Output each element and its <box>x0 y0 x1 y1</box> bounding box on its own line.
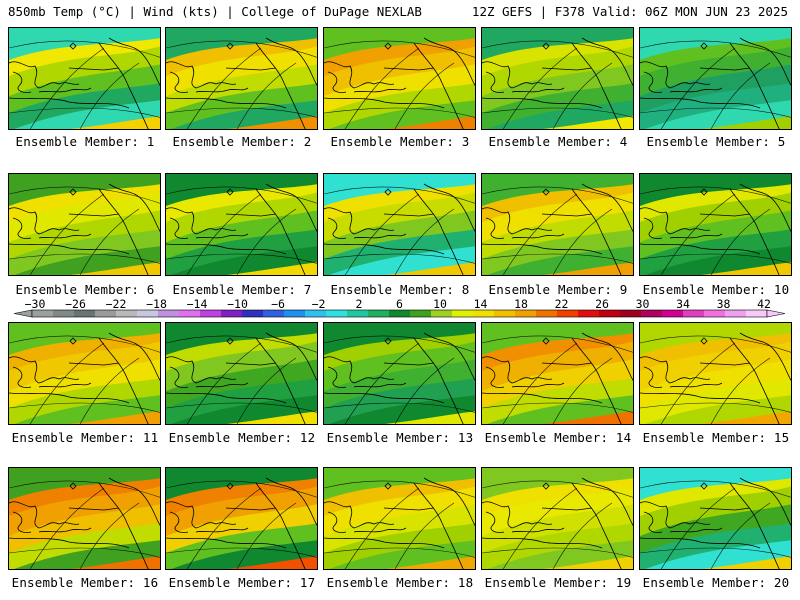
colorbar-swatch <box>389 310 411 317</box>
colorbar-high-arrow <box>766 309 786 318</box>
colorbar-tick-label: 22 <box>554 297 569 311</box>
ensemble-member-label: Ensemble Member: 14 <box>484 430 632 445</box>
colorbar-swatch <box>326 310 348 317</box>
ensemble-member-label: Ensemble Member: 9 <box>488 282 628 297</box>
ensemble-member-map <box>481 173 634 276</box>
colorbar-swatch <box>641 310 663 317</box>
colorbar-swatch <box>494 310 516 317</box>
ensemble-member-label: Ensemble Member: 5 <box>646 134 786 149</box>
ensemble-member-map <box>323 322 476 425</box>
ensemble-member-map <box>481 467 634 570</box>
colorbar-swatch <box>515 310 537 317</box>
ensemble-member-label: Ensemble Member: 7 <box>172 282 312 297</box>
colorbar-swatch <box>704 310 726 317</box>
colorbar-swatch <box>95 310 117 317</box>
colorbar-swatch <box>74 310 96 317</box>
ensemble-member-label: Ensemble Member: 12 <box>168 430 316 445</box>
ensemble-member-label: Ensemble Member: 19 <box>484 575 632 590</box>
ensemble-member-map <box>639 467 792 570</box>
ensemble-member-map <box>323 173 476 276</box>
colorbar-swatch <box>263 310 285 317</box>
ensemble-member-map <box>639 322 792 425</box>
colorbar-tick-label: 10 <box>433 297 447 311</box>
colorbar-tick-label: −22 <box>105 297 127 311</box>
colorbar-tick-label: −26 <box>65 297 86 311</box>
colorbar-swatch <box>179 310 201 317</box>
colorbar-swatch <box>746 310 768 317</box>
ensemble-member-label: Ensemble Member: 15 <box>642 430 790 445</box>
ensemble-member-map <box>165 173 318 276</box>
colorbar-swatch <box>599 310 621 317</box>
ensemble-member-label: Ensemble Member: 11 <box>11 430 159 445</box>
colorbar-tick-label: −2 <box>311 297 326 311</box>
colorbar-tick-label: −18 <box>146 297 167 311</box>
ensemble-member-label: Ensemble Member: 4 <box>488 134 628 149</box>
colorbar-swatch <box>347 310 369 317</box>
colorbar-swatch <box>620 310 642 317</box>
colorbar-swatch <box>683 310 705 317</box>
ensemble-member-map <box>639 27 792 130</box>
colorbar-swatch <box>137 310 159 317</box>
colorbar-tick-label: 30 <box>635 297 650 311</box>
temperature-colorbar <box>13 309 786 318</box>
ensemble-member-map <box>481 27 634 130</box>
ensemble-member-label: Ensemble Member: 13 <box>326 430 474 445</box>
ensemble-member-map <box>165 467 318 570</box>
ensemble-member-label: Ensemble Member: 3 <box>330 134 470 149</box>
ensemble-member-label: Ensemble Member: 16 <box>11 575 159 590</box>
colorbar-tick-label: 38 <box>716 297 731 311</box>
colorbar-tick-label: −30 <box>24 297 46 311</box>
colorbar-swatch <box>305 310 327 317</box>
ensemble-member-label: Ensemble Member: 20 <box>642 575 790 590</box>
colorbar-tick-label: 6 <box>396 297 403 311</box>
colorbar-swatch <box>578 310 600 317</box>
ensemble-member-label: Ensemble Member: 17 <box>168 575 316 590</box>
colorbar-tick-label: 18 <box>514 297 528 311</box>
colorbar-swatch <box>221 310 243 317</box>
colorbar-low-arrow <box>13 309 33 318</box>
colorbar-swatch <box>368 310 390 317</box>
colorbar-swatch <box>557 310 579 317</box>
ensemble-member-label: Ensemble Member: 10 <box>642 282 790 297</box>
colorbar-tick-label: 26 <box>595 297 609 311</box>
colorbar-swatch <box>53 310 75 317</box>
ensemble-member-map <box>165 322 318 425</box>
ensemble-member-map <box>8 467 161 570</box>
colorbar-tick-label: 42 <box>757 297 771 311</box>
ensemble-member-label: Ensemble Member: 1 <box>15 134 155 149</box>
colorbar-swatch <box>116 310 138 317</box>
ensemble-member-map <box>323 27 476 130</box>
colorbar-swatch <box>410 310 432 317</box>
colorbar-tick-label: −10 <box>227 297 248 311</box>
colorbar-tick-label: 2 <box>355 297 363 311</box>
colorbar-swatch <box>662 310 684 317</box>
ensemble-member-label: Ensemble Member: 2 <box>172 134 312 149</box>
colorbar-swatch <box>284 310 306 317</box>
ensemble-member-label: Ensemble Member: 18 <box>326 575 474 590</box>
colorbar-swatch <box>725 310 747 317</box>
colorbar-tick-label: −14 <box>186 297 208 311</box>
chart-title: 850mb Temp (°C) | Wind (kts) | College o… <box>8 4 422 19</box>
colorbar-swatch <box>32 310 54 317</box>
ensemble-member-map <box>639 173 792 276</box>
ensemble-member-label: Ensemble Member: 6 <box>15 282 155 297</box>
colorbar-swatch <box>200 310 222 317</box>
valid-time-label: 12Z GEFS | F378 Valid: 06Z MON JUN 23 20… <box>471 4 788 19</box>
colorbar-tick-label: 34 <box>676 297 690 311</box>
ensemble-member-map <box>8 173 161 276</box>
colorbar-tick-label: 14 <box>473 297 488 311</box>
colorbar-swatch <box>431 310 453 317</box>
colorbar-swatch <box>158 310 180 317</box>
colorbar-swatch <box>473 310 495 317</box>
ensemble-member-map <box>8 27 161 130</box>
colorbar-swatch <box>452 310 474 317</box>
ensemble-member-map <box>323 467 476 570</box>
ensemble-member-map <box>165 27 318 130</box>
colorbar-swatch <box>242 310 264 317</box>
ensemble-member-label: Ensemble Member: 8 <box>330 282 470 297</box>
colorbar-tick-label: −6 <box>271 297 285 311</box>
ensemble-member-map <box>8 322 161 425</box>
ensemble-member-map <box>481 322 634 425</box>
colorbar-swatch <box>536 310 558 317</box>
